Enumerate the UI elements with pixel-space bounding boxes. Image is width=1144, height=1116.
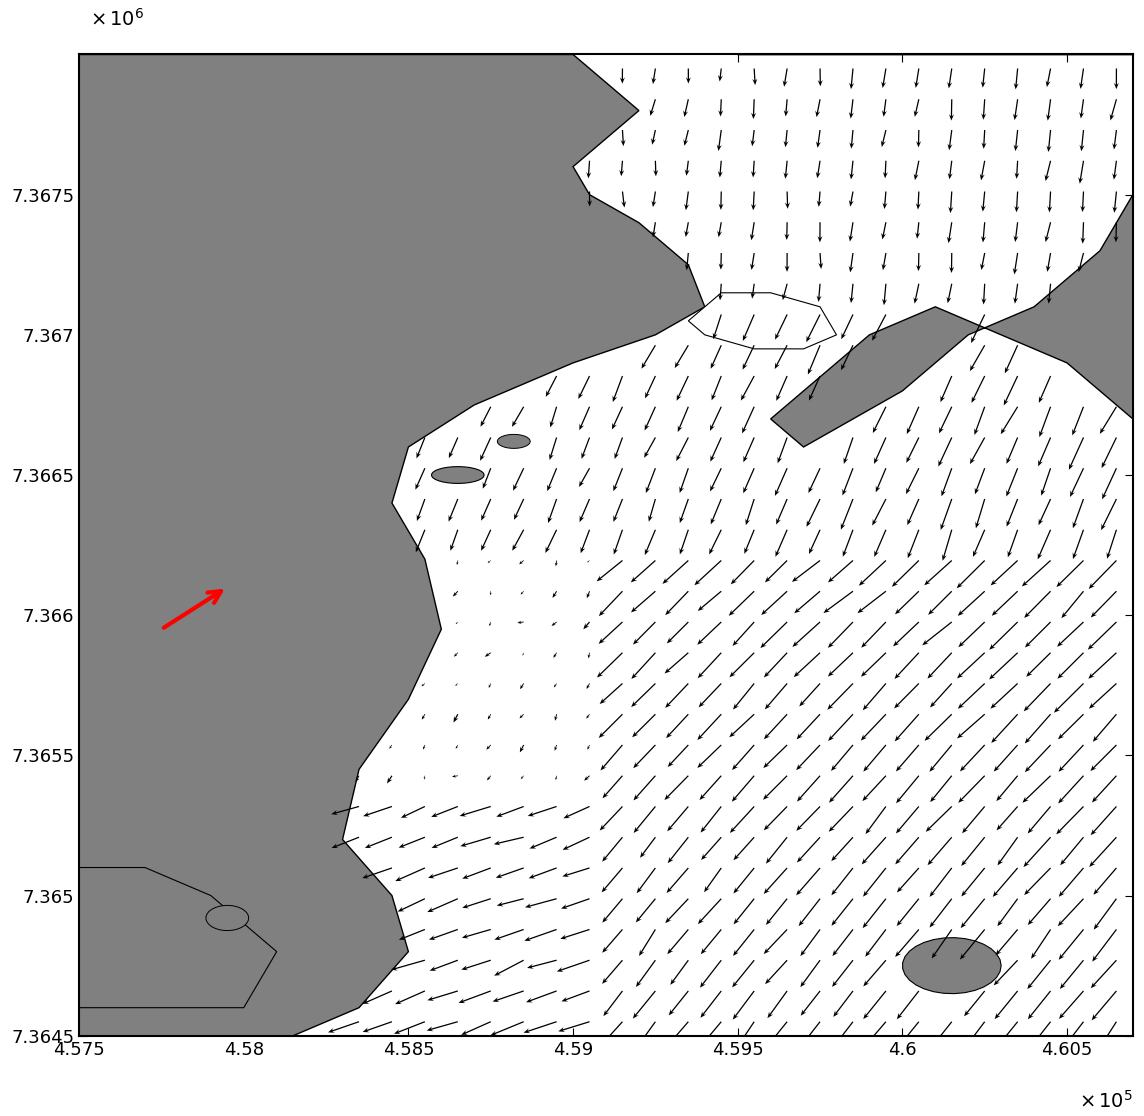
Polygon shape bbox=[498, 434, 531, 449]
Polygon shape bbox=[431, 466, 484, 483]
Text: $\times\,10^5$: $\times\,10^5$ bbox=[1079, 1089, 1133, 1112]
Polygon shape bbox=[206, 905, 248, 931]
Polygon shape bbox=[903, 937, 1001, 993]
Polygon shape bbox=[738, 55, 1133, 448]
Polygon shape bbox=[689, 292, 836, 349]
Polygon shape bbox=[79, 867, 277, 1008]
Polygon shape bbox=[79, 55, 705, 1036]
Text: $\times\,10^6$: $\times\,10^6$ bbox=[89, 8, 144, 30]
